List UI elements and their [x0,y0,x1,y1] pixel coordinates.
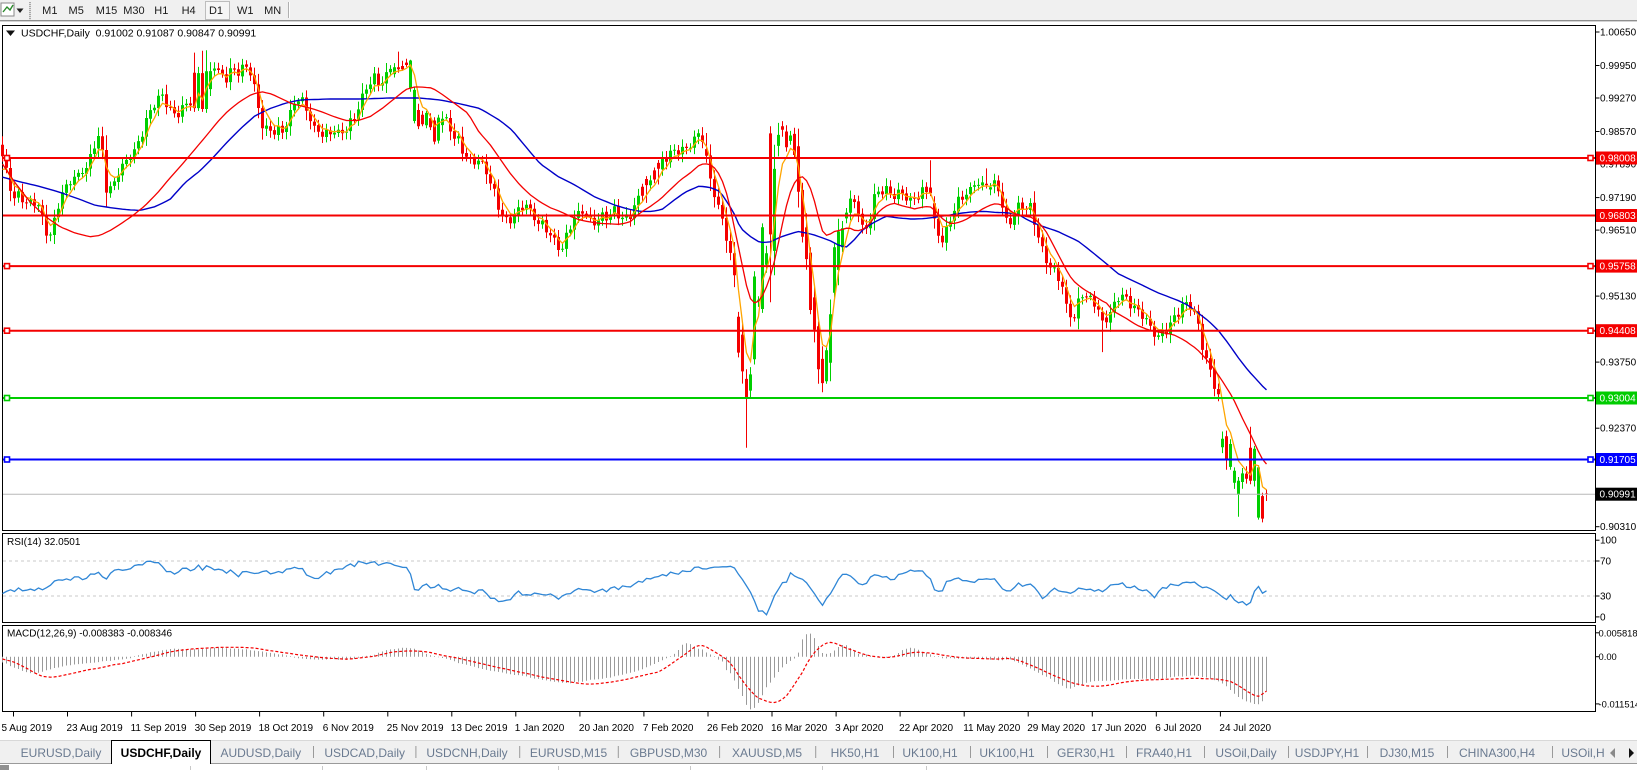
svg-text:29 May 2020: 29 May 2020 [1027,723,1085,734]
svg-text:6 Jul 2020: 6 Jul 2020 [1155,723,1202,734]
svg-text:XAUUSD,M5: XAUUSD,M5 [732,746,802,760]
svg-text:0: 0 [1600,612,1606,623]
svg-text:0.90310: 0.90310 [1600,522,1637,533]
svg-text:CHINA300,H4: CHINA300,H4 [1459,746,1535,760]
svg-text:0.005818: 0.005818 [1599,627,1637,638]
svg-text:70: 70 [1600,557,1612,568]
svg-text:17 Jun 2020: 17 Jun 2020 [1091,723,1146,734]
svg-text:16 Mar 2020: 16 Mar 2020 [771,723,828,734]
svg-text:11 Sep 2019: 11 Sep 2019 [131,723,187,734]
svg-text:25 Nov 2019: 25 Nov 2019 [387,723,444,734]
svg-text:0.99270: 0.99270 [1600,94,1637,105]
svg-text:0.93004: 0.93004 [1600,394,1637,405]
svg-text:0.98570: 0.98570 [1600,127,1637,138]
svg-text:USDCHF,Daily: USDCHF,Daily [121,746,202,760]
svg-text:FRA40,H1: FRA40,H1 [1136,746,1192,760]
svg-text:20 Jan 2020: 20 Jan 2020 [579,723,634,734]
svg-text:RSI(14) 32.0501: RSI(14) 32.0501 [7,537,81,548]
svg-text:0.00: 0.00 [1599,651,1617,662]
svg-text:MN: MN [264,5,281,17]
svg-text:6 Nov 2019: 6 Nov 2019 [323,723,375,734]
svg-text:-0.011514: -0.011514 [1599,698,1637,709]
svg-text:0.97890: 0.97890 [1600,160,1637,171]
svg-text:0.95758: 0.95758 [1600,262,1637,273]
svg-text:DJ30,M15: DJ30,M15 [1380,746,1435,760]
svg-text:100: 100 [1600,536,1617,547]
svg-text:USDCNH,Daily: USDCNH,Daily [426,746,507,760]
svg-text:3 Apr 2020: 3 Apr 2020 [835,723,884,734]
svg-text:30 Sep 2019: 30 Sep 2019 [195,723,252,734]
svg-text:26 Feb 2020: 26 Feb 2020 [707,723,764,734]
svg-text:0.94408: 0.94408 [1600,326,1637,337]
svg-text:24 Jul 2020: 24 Jul 2020 [1219,723,1271,734]
svg-text:5 Aug 2019: 5 Aug 2019 [2,723,53,734]
svg-text:AUDUSD,Daily: AUDUSD,Daily [220,746,301,760]
svg-text:18 Oct 2019: 18 Oct 2019 [259,723,314,734]
svg-text:0.95130: 0.95130 [1600,292,1637,303]
svg-text:0.96803: 0.96803 [1600,211,1637,222]
svg-text:USOil,H: USOil,H [1561,746,1604,760]
svg-text:0.90991: 0.90991 [1600,490,1637,501]
svg-text:D1: D1 [209,5,223,17]
svg-text:23 Aug 2019: 23 Aug 2019 [67,723,124,734]
svg-text:0.92370: 0.92370 [1600,424,1637,435]
svg-text:30: 30 [1600,592,1612,603]
svg-text:M30: M30 [123,5,144,17]
svg-text:W1: W1 [237,5,254,17]
svg-text:11 May 2020: 11 May 2020 [963,723,1021,734]
svg-text:GBPUSD,M30: GBPUSD,M30 [630,746,708,760]
svg-text:EURUSD,M15: EURUSD,M15 [530,746,608,760]
svg-text:0.98008: 0.98008 [1600,154,1637,165]
svg-text:USDCHF,Daily 0.91002 0.91087: USDCHF,Daily 0.91002 0.91087 0.90847 0.9… [21,28,256,40]
svg-text:0.91705: 0.91705 [1600,455,1637,466]
svg-text:0.99950: 0.99950 [1600,61,1637,72]
svg-text:1.00650: 1.00650 [1600,28,1637,39]
svg-text:GER30,H1: GER30,H1 [1057,746,1115,760]
svg-text:0.96510: 0.96510 [1600,226,1637,237]
svg-text:USDCAD,Daily: USDCAD,Daily [324,746,405,760]
svg-text:0.93750: 0.93750 [1600,358,1637,369]
svg-text:0.97190: 0.97190 [1600,193,1637,204]
svg-text:M5: M5 [69,5,84,17]
svg-text:1 Jan 2020: 1 Jan 2020 [515,723,565,734]
svg-text:13 Dec 2019: 13 Dec 2019 [451,723,508,734]
svg-text:H4: H4 [182,5,196,17]
svg-text:M1: M1 [42,5,57,17]
svg-text:EURUSD,Daily: EURUSD,Daily [21,746,102,760]
svg-text:USOil,Daily: USOil,Daily [1215,746,1276,760]
svg-text:UK100,H1: UK100,H1 [902,746,958,760]
svg-text:USDJPY,H1: USDJPY,H1 [1295,746,1360,760]
svg-text:H1: H1 [154,5,168,17]
svg-text:M15: M15 [96,5,117,17]
svg-text:22 Apr 2020: 22 Apr 2020 [899,723,953,734]
svg-text:UK100,H1: UK100,H1 [979,746,1035,760]
svg-text:7 Feb 2020: 7 Feb 2020 [643,723,694,734]
svg-text:MACD(12,26,9) -0.008383 -0.008: MACD(12,26,9) -0.008383 -0.008346 [7,629,173,640]
svg-text:HK50,H1: HK50,H1 [831,746,880,760]
